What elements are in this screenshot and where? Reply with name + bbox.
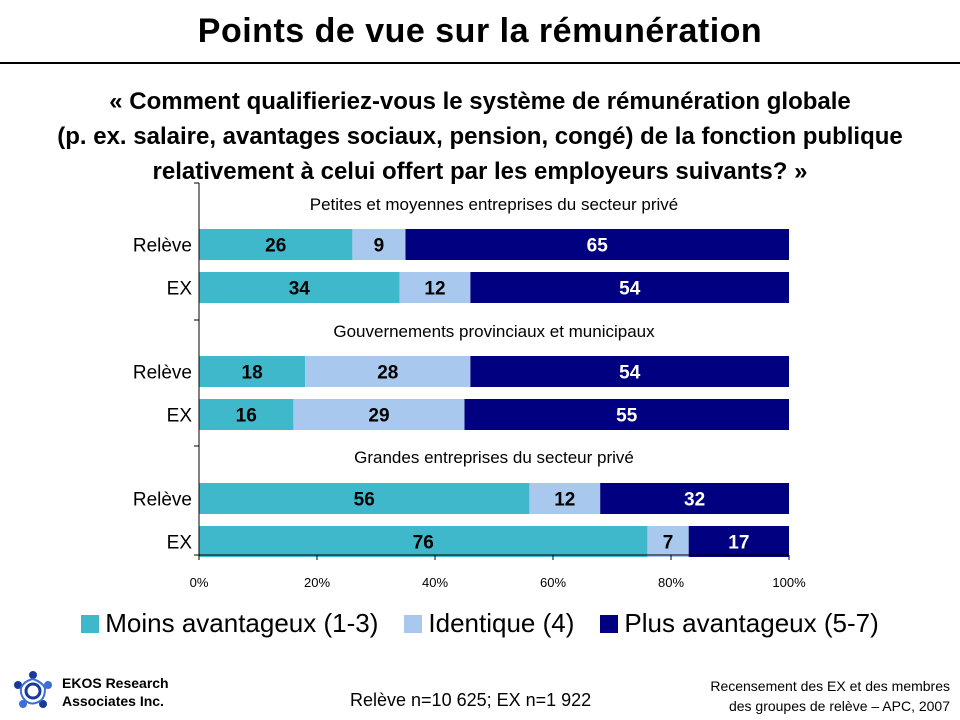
legend-swatch-plus bbox=[600, 614, 619, 633]
data-label: 12 bbox=[424, 279, 445, 300]
category-label: Relève bbox=[133, 363, 192, 384]
category-label: EX bbox=[167, 533, 193, 554]
x-tick-label: 60% bbox=[540, 575, 566, 590]
bar-segment-identique bbox=[293, 399, 465, 430]
x-tick-label: 0% bbox=[190, 575, 209, 590]
page-title: Points de vue sur la rémunération bbox=[197, 12, 763, 50]
legend-item-moins: Moins avantageux (1-3) bbox=[81, 608, 378, 639]
bar-segment-identique bbox=[399, 272, 471, 303]
bar-segment-plus bbox=[470, 272, 789, 303]
bar-segment-plus bbox=[600, 483, 789, 514]
legend-label-identique: Identique (4) bbox=[428, 608, 575, 638]
bar-segment-moins bbox=[199, 229, 353, 260]
data-label: 26 bbox=[265, 236, 286, 257]
data-label: 32 bbox=[684, 490, 705, 511]
legend-label-plus: Plus avantageux (5-7) bbox=[624, 608, 879, 638]
question-text: « Comment qualifieriez-vous le système d… bbox=[20, 84, 940, 189]
source-line-1: Recensement des EX et des membres bbox=[710, 678, 950, 694]
title-divider bbox=[0, 62, 960, 64]
source-note: Recensement des EX et des membres des gr… bbox=[710, 676, 950, 716]
bar-segment-plus bbox=[470, 356, 789, 387]
question-line-3: relativement à celui offert par les empl… bbox=[152, 158, 808, 185]
category-label: Relève bbox=[133, 490, 192, 511]
group-label: Gouvernements provinciaux et municipaux bbox=[333, 322, 655, 341]
data-label: 16 bbox=[236, 406, 257, 427]
question-line-1: « Comment qualifieriez-vous le système d… bbox=[109, 88, 851, 115]
chart-legend: Moins avantageux (1-3) Identique (4) Plu… bbox=[0, 608, 960, 639]
bar-segment-moins bbox=[199, 356, 306, 387]
question-line-2: (p. ex. salaire, avantages sociaux, pens… bbox=[57, 123, 903, 150]
org-name-line-2: Associates Inc. bbox=[62, 693, 164, 709]
data-label: 55 bbox=[616, 406, 638, 427]
data-label: 56 bbox=[354, 490, 375, 511]
legend-item-plus: Plus avantageux (5-7) bbox=[600, 608, 879, 639]
category-label: Relève bbox=[133, 236, 192, 257]
ekos-logo-icon bbox=[14, 671, 52, 708]
data-label: 17 bbox=[728, 533, 749, 554]
bar-segment-moins bbox=[199, 272, 400, 303]
bar-segment-plus bbox=[688, 526, 789, 557]
bar-segment-moins bbox=[199, 526, 648, 557]
legend-label-moins: Moins avantageux (1-3) bbox=[105, 608, 379, 638]
sample-size-note: Relève n=10 625; EX n=1 922 bbox=[350, 690, 592, 710]
data-label: 54 bbox=[619, 363, 641, 384]
x-tick-label: 20% bbox=[304, 575, 330, 590]
data-label: 7 bbox=[663, 533, 674, 554]
bar-segment-plus bbox=[405, 229, 789, 260]
data-label: 54 bbox=[619, 279, 641, 300]
data-label: 12 bbox=[554, 490, 575, 511]
x-tick-label: 100% bbox=[772, 575, 806, 590]
bar-segment-identique bbox=[352, 229, 406, 260]
bar-segment-identique bbox=[647, 526, 689, 557]
data-label: 28 bbox=[377, 363, 398, 384]
group-label: Petites et moyennes entreprises du secte… bbox=[310, 195, 679, 214]
data-label: 65 bbox=[587, 236, 609, 257]
x-tick-label: 80% bbox=[658, 575, 684, 590]
bar-segment-plus bbox=[464, 399, 789, 430]
legend-item-identique: Identique (4) bbox=[404, 608, 574, 639]
legend-swatch-moins bbox=[81, 614, 100, 633]
category-label: EX bbox=[167, 406, 193, 427]
data-label: 9 bbox=[374, 236, 385, 257]
bar-segment-moins bbox=[199, 399, 294, 430]
bar-segment-identique bbox=[305, 356, 471, 387]
source-line-2: des groupes de relève – APC, 2007 bbox=[728, 698, 950, 714]
bar-segment-identique bbox=[529, 483, 601, 514]
category-label: EX bbox=[167, 279, 193, 300]
data-label: 34 bbox=[289, 279, 311, 300]
legend-swatch-identique bbox=[404, 614, 423, 633]
data-label: 18 bbox=[242, 363, 263, 384]
bar-segment-moins bbox=[199, 483, 530, 514]
org-name-line-1: EKOS Research bbox=[62, 675, 169, 691]
org-name: EKOS Research Associates Inc. bbox=[62, 674, 169, 710]
data-label: 29 bbox=[368, 406, 389, 427]
x-tick-label: 40% bbox=[422, 575, 448, 590]
stacked-bar-chart: Petites et moyennes entreprises du secte… bbox=[133, 182, 806, 590]
group-label: Grandes entreprises du secteur privé bbox=[354, 448, 634, 467]
data-label: 76 bbox=[413, 533, 434, 554]
